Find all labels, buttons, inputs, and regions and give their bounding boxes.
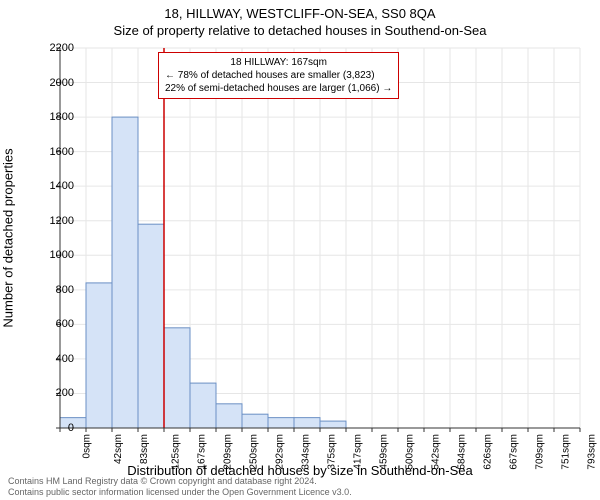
x-tick-label: 83sqm [139,434,150,464]
y-axis-label: Number of detached properties [1,148,16,327]
y-tick-label: 200 [56,387,74,399]
page-title: 18, HILLWAY, WESTCLIFF-ON-SEA, SS0 8QA [0,0,600,21]
annotation-line1: 18 HILLWAY: 167sqm [165,56,392,69]
x-tick-label: 0sqm [81,434,92,458]
y-tick-label: 1000 [50,249,74,261]
annotation-line2: ← 78% of detached houses are smaller (3,… [165,69,392,82]
annotation-box: 18 HILLWAY: 167sqm ← 78% of detached hou… [158,52,399,99]
y-tick-label: 1400 [50,180,74,192]
histogram-plot [60,48,580,428]
y-tick-label: 2000 [50,77,74,89]
y-tick-label: 400 [56,353,74,365]
y-tick-label: 800 [56,284,74,296]
y-tick-label: 1600 [50,146,74,158]
y-tick-label: 2200 [50,42,74,54]
page-subtitle: Size of property relative to detached ho… [0,21,600,38]
footer-attribution: Contains HM Land Registry data © Crown c… [8,476,352,498]
y-tick-label: 1200 [50,215,74,227]
footer-line1: Contains HM Land Registry data © Crown c… [8,476,352,487]
chart-area: 18 HILLWAY: 167sqm ← 78% of detached hou… [60,48,580,428]
y-tick-label: 1800 [50,111,74,123]
y-tick-label: 0 [68,422,74,434]
y-tick-label: 600 [56,318,74,330]
footer-line2: Contains public sector information licen… [8,487,352,498]
annotation-line3: 22% of semi-detached houses are larger (… [165,82,392,95]
x-tick-label: 42sqm [113,434,124,464]
